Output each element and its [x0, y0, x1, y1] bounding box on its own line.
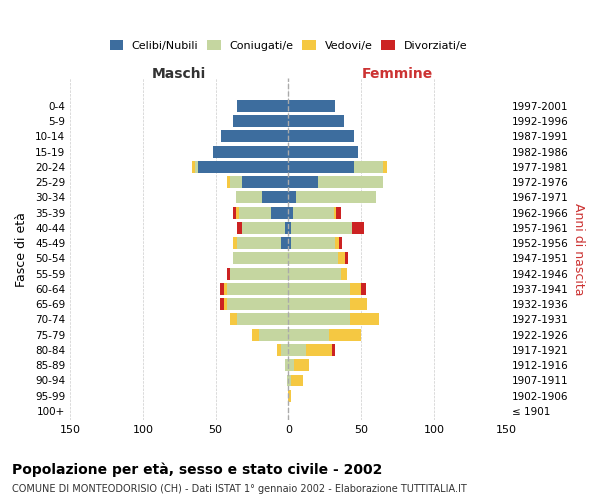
- Text: COMUNE DI MONTEODORISIO (CH) - Dati ISTAT 1° gennaio 2002 - Elaborazione TUTTITA: COMUNE DI MONTEODORISIO (CH) - Dati ISTA…: [12, 484, 467, 494]
- Bar: [345, 252, 348, 264]
- Bar: [227, 283, 289, 295]
- Bar: [334, 206, 337, 218]
- Y-axis label: Anni di nascita: Anni di nascita: [572, 203, 585, 296]
- Y-axis label: Fasce di età: Fasce di età: [15, 212, 28, 286]
- Bar: [252, 328, 259, 340]
- Bar: [289, 237, 292, 249]
- Bar: [289, 328, 329, 340]
- Text: Maschi: Maschi: [152, 66, 206, 80]
- Bar: [354, 161, 383, 173]
- Bar: [236, 192, 262, 203]
- Bar: [281, 237, 289, 249]
- Bar: [289, 283, 350, 295]
- Bar: [220, 298, 224, 310]
- Bar: [289, 146, 358, 158]
- Bar: [227, 268, 230, 280]
- Bar: [242, 222, 286, 234]
- Bar: [293, 206, 334, 218]
- Bar: [227, 176, 230, 188]
- Bar: [350, 283, 361, 295]
- Bar: [233, 206, 236, 218]
- Bar: [242, 176, 289, 188]
- Bar: [286, 222, 289, 234]
- Bar: [230, 268, 289, 280]
- Bar: [296, 192, 376, 203]
- Bar: [289, 176, 317, 188]
- Bar: [340, 237, 342, 249]
- Bar: [238, 314, 289, 326]
- Bar: [361, 283, 365, 295]
- Bar: [221, 130, 289, 142]
- Bar: [286, 360, 289, 371]
- Bar: [306, 344, 332, 356]
- Bar: [236, 206, 239, 218]
- Bar: [259, 328, 289, 340]
- Bar: [352, 222, 364, 234]
- Bar: [224, 298, 227, 310]
- Bar: [198, 161, 289, 173]
- Bar: [238, 100, 289, 112]
- Bar: [289, 252, 338, 264]
- Bar: [329, 328, 361, 340]
- Bar: [277, 344, 281, 356]
- Bar: [338, 252, 345, 264]
- Bar: [289, 115, 344, 127]
- Bar: [292, 237, 335, 249]
- Bar: [233, 252, 289, 264]
- Bar: [289, 298, 350, 310]
- Bar: [289, 360, 294, 371]
- Bar: [332, 344, 335, 356]
- Bar: [289, 314, 350, 326]
- Bar: [317, 176, 383, 188]
- Bar: [292, 374, 303, 386]
- Text: Femmine: Femmine: [362, 66, 433, 80]
- Bar: [289, 161, 354, 173]
- Bar: [292, 222, 352, 234]
- Bar: [383, 161, 388, 173]
- Bar: [238, 222, 242, 234]
- Bar: [233, 237, 238, 249]
- Bar: [281, 344, 289, 356]
- Bar: [230, 314, 238, 326]
- Legend: Celibi/Nubili, Coniugati/e, Vedovi/e, Divorziati/e: Celibi/Nubili, Coniugati/e, Vedovi/e, Di…: [105, 36, 472, 56]
- Bar: [350, 298, 367, 310]
- Bar: [238, 237, 281, 249]
- Bar: [262, 192, 289, 203]
- Bar: [289, 206, 293, 218]
- Bar: [289, 100, 335, 112]
- Bar: [220, 283, 224, 295]
- Bar: [289, 192, 296, 203]
- Text: Popolazione per età, sesso e stato civile - 2002: Popolazione per età, sesso e stato civil…: [12, 462, 382, 477]
- Bar: [294, 360, 309, 371]
- Bar: [193, 161, 195, 173]
- Bar: [289, 344, 306, 356]
- Bar: [335, 237, 340, 249]
- Bar: [289, 268, 341, 280]
- Bar: [224, 283, 227, 295]
- Bar: [195, 161, 198, 173]
- Bar: [341, 268, 347, 280]
- Bar: [289, 374, 292, 386]
- Bar: [213, 146, 289, 158]
- Bar: [289, 130, 354, 142]
- Bar: [289, 222, 292, 234]
- Bar: [337, 206, 341, 218]
- Bar: [287, 374, 289, 386]
- Bar: [233, 115, 289, 127]
- Bar: [227, 298, 289, 310]
- Bar: [271, 206, 289, 218]
- Bar: [239, 206, 271, 218]
- Bar: [350, 314, 379, 326]
- Bar: [289, 390, 292, 402]
- Bar: [230, 176, 242, 188]
